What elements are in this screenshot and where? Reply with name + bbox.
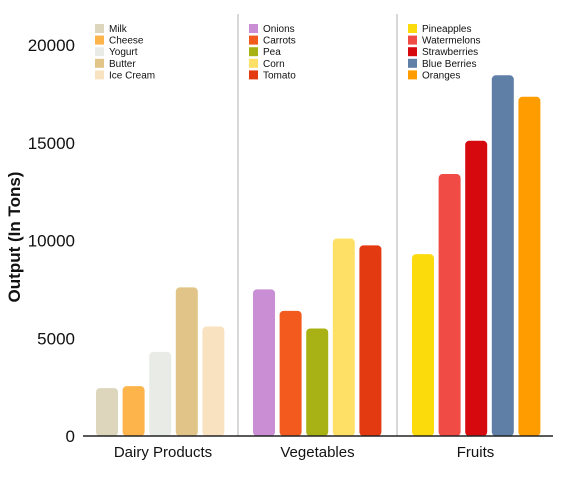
category-labels: Dairy Products Vegetables Fruits [114, 444, 494, 461]
legend-swatch [408, 58, 417, 68]
y-axis-label: Output (In Tons) [5, 172, 24, 303]
legend-label: Watermelons [422, 36, 481, 47]
bar [96, 388, 118, 436]
legend-label: Yogurt [109, 47, 138, 58]
legend-swatch [408, 35, 417, 45]
legend-label: Cheese [109, 36, 144, 47]
legend-label: Ice Cream [109, 70, 155, 81]
bar [491, 75, 514, 437]
bars [96, 75, 541, 437]
bar [306, 328, 329, 436]
bar [202, 326, 225, 436]
legend-swatch [249, 58, 258, 68]
legend-swatch [95, 35, 104, 45]
legend-label: Pea [263, 47, 281, 58]
bar [149, 351, 172, 436]
legend-swatch [249, 24, 258, 33]
y-tick-label: 10000 [28, 232, 75, 251]
y-tick-label: 15000 [28, 134, 75, 153]
legend-label: Pineapples [422, 24, 471, 35]
legend-label: Milk [109, 24, 128, 35]
legend-swatch [95, 70, 104, 80]
legend-label: Carrots [263, 36, 296, 47]
legend-swatch [249, 35, 258, 45]
legend-swatch [249, 47, 258, 57]
legend-label: Strawberries [422, 47, 478, 58]
legend-swatch [95, 47, 104, 57]
group-dividers [237, 14, 398, 436]
category-label: Fruits [457, 444, 495, 461]
legend-swatch [95, 58, 104, 68]
bar [438, 174, 461, 436]
legend-label: Oranges [422, 70, 460, 81]
bar [253, 289, 275, 436]
legend-label: Tomato [263, 70, 296, 81]
y-axis-ticks: 0 5000 10000 15000 20000 [28, 36, 75, 446]
category-label: Vegetables [280, 444, 354, 461]
legend-label: Onions [263, 24, 295, 35]
legend-swatch [249, 70, 258, 80]
legend-swatch [408, 70, 417, 80]
legend-label: Corn [263, 59, 285, 70]
bar [175, 287, 198, 436]
legend-swatch [408, 24, 417, 33]
y-tick-label: 20000 [28, 36, 75, 55]
bar [122, 386, 145, 436]
y-tick-label: 0 [66, 427, 75, 446]
bar [332, 238, 355, 436]
legend-label: Butter [109, 59, 136, 70]
bar [279, 310, 302, 436]
bar [518, 96, 541, 437]
legend-label: Blue Berries [422, 59, 476, 70]
bar [412, 254, 434, 436]
bar [465, 140, 488, 437]
y-tick-label: 5000 [37, 329, 75, 348]
bar [359, 245, 382, 436]
legend-swatch [95, 24, 104, 33]
legend-swatch [408, 47, 417, 57]
category-label: Dairy Products [114, 444, 212, 461]
